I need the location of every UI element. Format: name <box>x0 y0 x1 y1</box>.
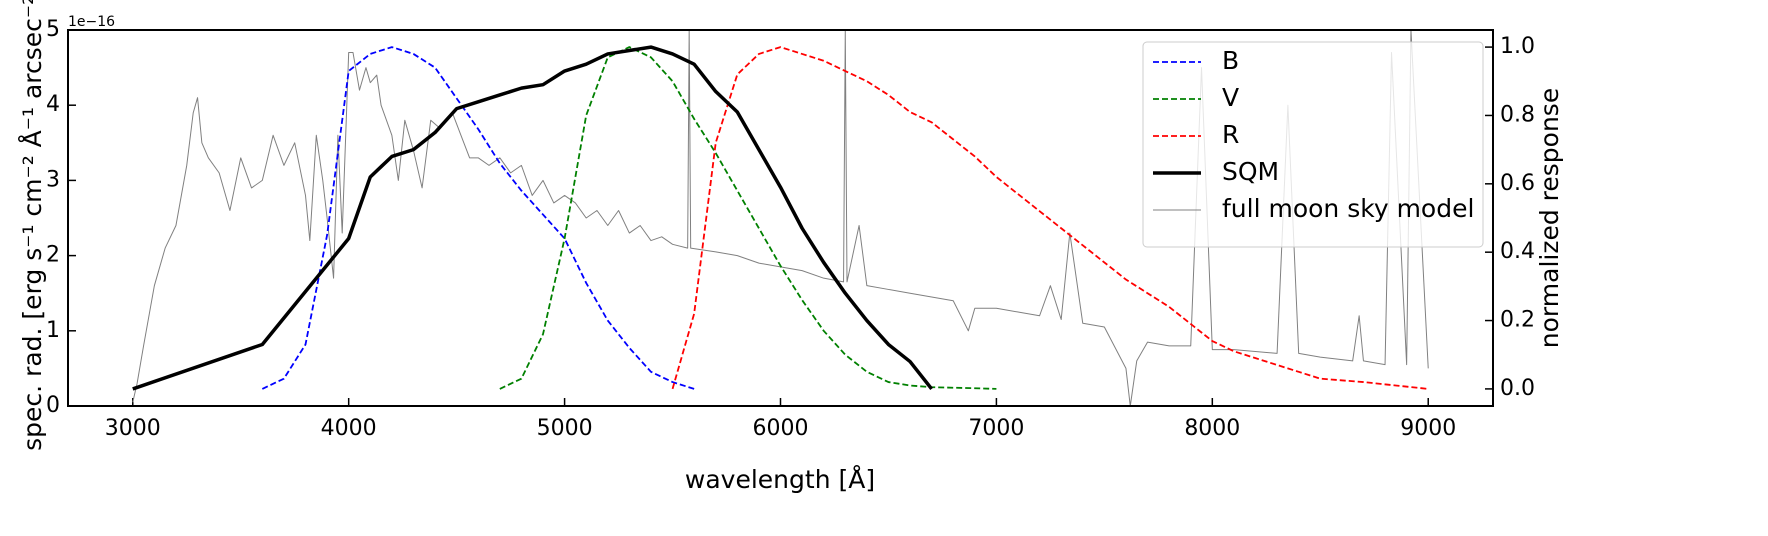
y-tick-label: 5 <box>46 17 60 42</box>
series-line <box>132 29 1429 407</box>
y2-tick-label: 0.8 <box>1500 102 1535 127</box>
legend-label: SQM <box>1222 157 1279 186</box>
x-axis-label: wavelength [Å] <box>685 465 875 494</box>
y2-axis-label: normalized response <box>1535 88 1564 348</box>
y-tick-label: 1 <box>46 318 60 343</box>
legend-box <box>1142 41 1484 248</box>
y-tick-label: 4 <box>46 92 60 117</box>
x-tick-label: 9000 <box>1400 416 1456 441</box>
x-tick-label: 3000 <box>105 416 161 441</box>
series-line <box>132 45 934 391</box>
x-tick-label: 6000 <box>753 416 809 441</box>
y2-tick-label: 0.2 <box>1500 308 1535 333</box>
x-tick-label: 4000 <box>321 416 377 441</box>
y2-tick-label: 0.6 <box>1500 171 1535 196</box>
y-tick-label: 0 <box>46 393 60 418</box>
y-axis-label: spec. rad. [erg s⁻¹ cm⁻² Å⁻¹ arcsec⁻²] <box>18 0 47 451</box>
series-line <box>671 46 1429 390</box>
series-line <box>499 46 997 390</box>
legend-label: R <box>1222 120 1239 149</box>
series-line <box>261 46 695 390</box>
y2-tick-label: 1.0 <box>1500 34 1535 59</box>
y2-tick-label: 0.0 <box>1500 376 1535 401</box>
legend-label: full moon sky model <box>1222 194 1474 223</box>
plot-frame <box>67 29 1494 407</box>
x-tick-label: 5000 <box>537 416 593 441</box>
legend-label: V <box>1222 83 1239 112</box>
x-tick-label: 7000 <box>968 416 1024 441</box>
y-tick-label: 2 <box>46 243 60 268</box>
y-tick-label: 3 <box>46 167 60 192</box>
x-tick-label: 8000 <box>1184 416 1240 441</box>
y-offset-label: 1e−16 <box>68 14 115 30</box>
legend-label: B <box>1222 46 1239 75</box>
y2-tick-label: 0.4 <box>1500 239 1535 264</box>
